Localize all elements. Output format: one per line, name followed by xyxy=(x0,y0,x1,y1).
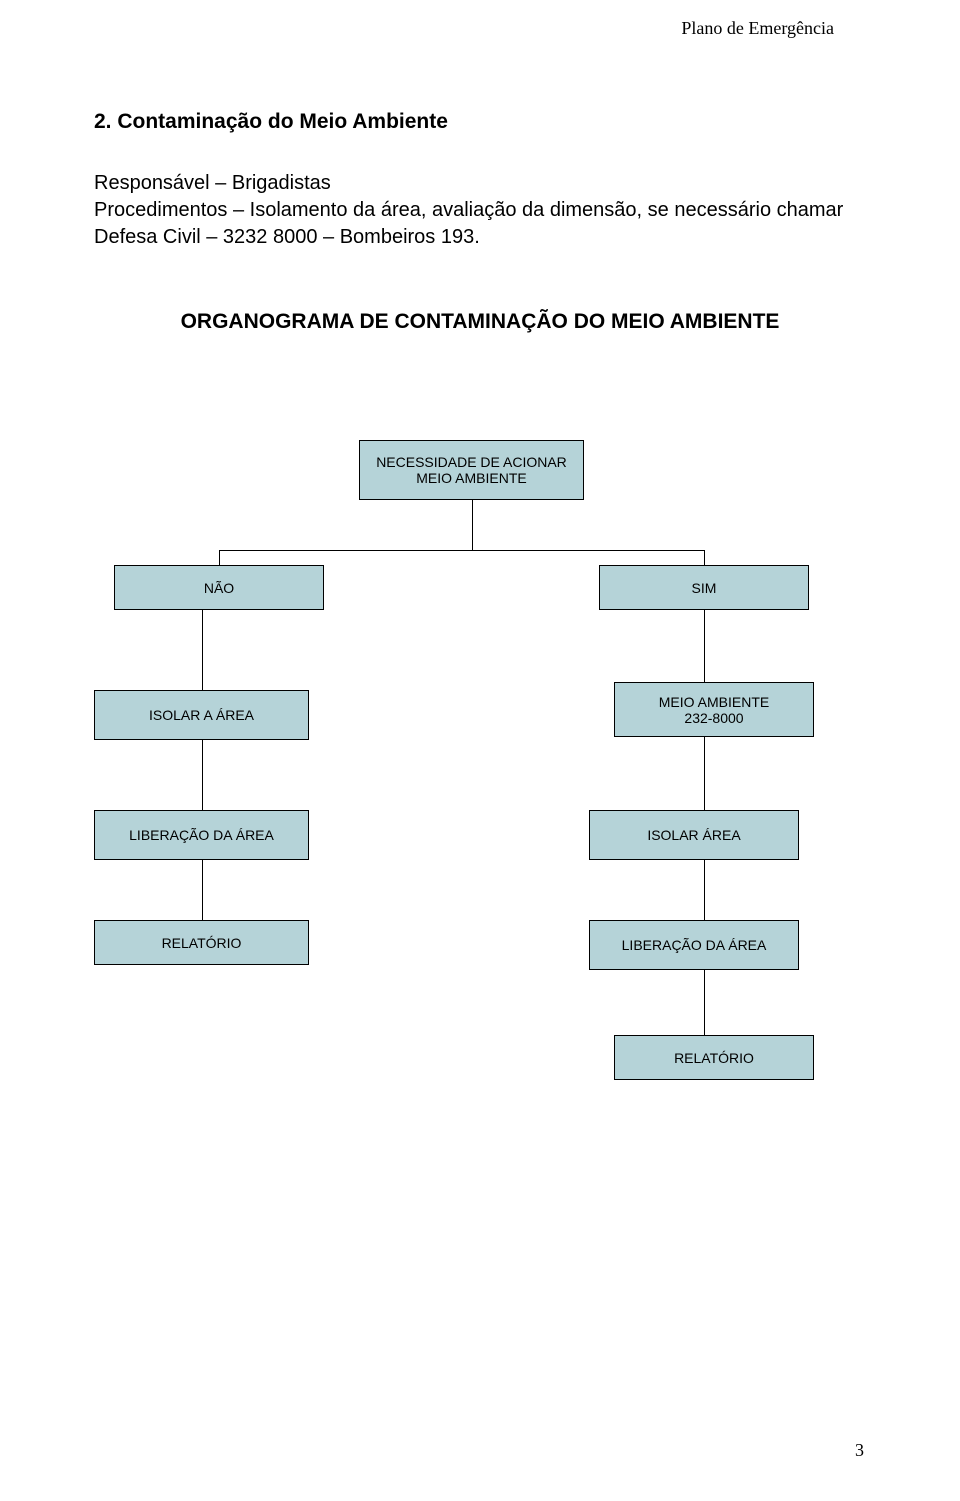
page-header: Plano de Emergência xyxy=(681,18,834,39)
flow-node-libR: LIBERAÇÃO DA ÁREA xyxy=(589,920,799,970)
procedures-line-2: Defesa Civil – 3232 8000 – Bombeiros 193… xyxy=(94,224,480,251)
page: Plano de Emergência 2. Contaminação do M… xyxy=(0,0,960,1501)
flow-edge xyxy=(202,860,203,920)
section-title: 2. Contaminação do Meio Ambiente xyxy=(94,110,448,134)
flow-edge xyxy=(472,500,473,550)
flow-edge xyxy=(202,610,203,690)
flow-node-relR: RELATÓRIO xyxy=(614,1035,814,1080)
flow-edge xyxy=(219,550,704,551)
flow-node-libL: LIBERAÇÃO DA ÁREA xyxy=(94,810,309,860)
flow-node-relL: RELATÓRIO xyxy=(94,920,309,965)
flow-edge xyxy=(219,550,220,565)
procedures-line-1: Procedimentos – Isolamento da área, aval… xyxy=(94,197,843,224)
flow-edge xyxy=(704,610,705,682)
flow-edge xyxy=(704,860,705,920)
flow-node-nao: NÃO xyxy=(114,565,324,610)
flow-edge xyxy=(704,970,705,1035)
page-number: 3 xyxy=(855,1440,864,1461)
flow-node-meio: MEIO AMBIENTE 232-8000 xyxy=(614,682,814,737)
responsible-line: Responsável – Brigadistas xyxy=(94,170,331,197)
flow-node-isoR: ISOLAR ÁREA xyxy=(589,810,799,860)
flow-node-root: NECESSIDADE DE ACIONAR MEIO AMBIENTE xyxy=(359,440,584,500)
flow-edge xyxy=(704,550,705,565)
flowchart: NECESSIDADE DE ACIONAR MEIO AMBIENTE NÃO S… xyxy=(94,440,866,1105)
flow-edge xyxy=(704,737,705,810)
flow-node-isolar: ISOLAR A ÁREA xyxy=(94,690,309,740)
organogram-title: ORGANOGRAMA DE CONTAMINAÇÃO DO MEIO AMBI… xyxy=(0,310,960,334)
flow-node-sim: SIM xyxy=(599,565,809,610)
flow-edge xyxy=(202,740,203,810)
